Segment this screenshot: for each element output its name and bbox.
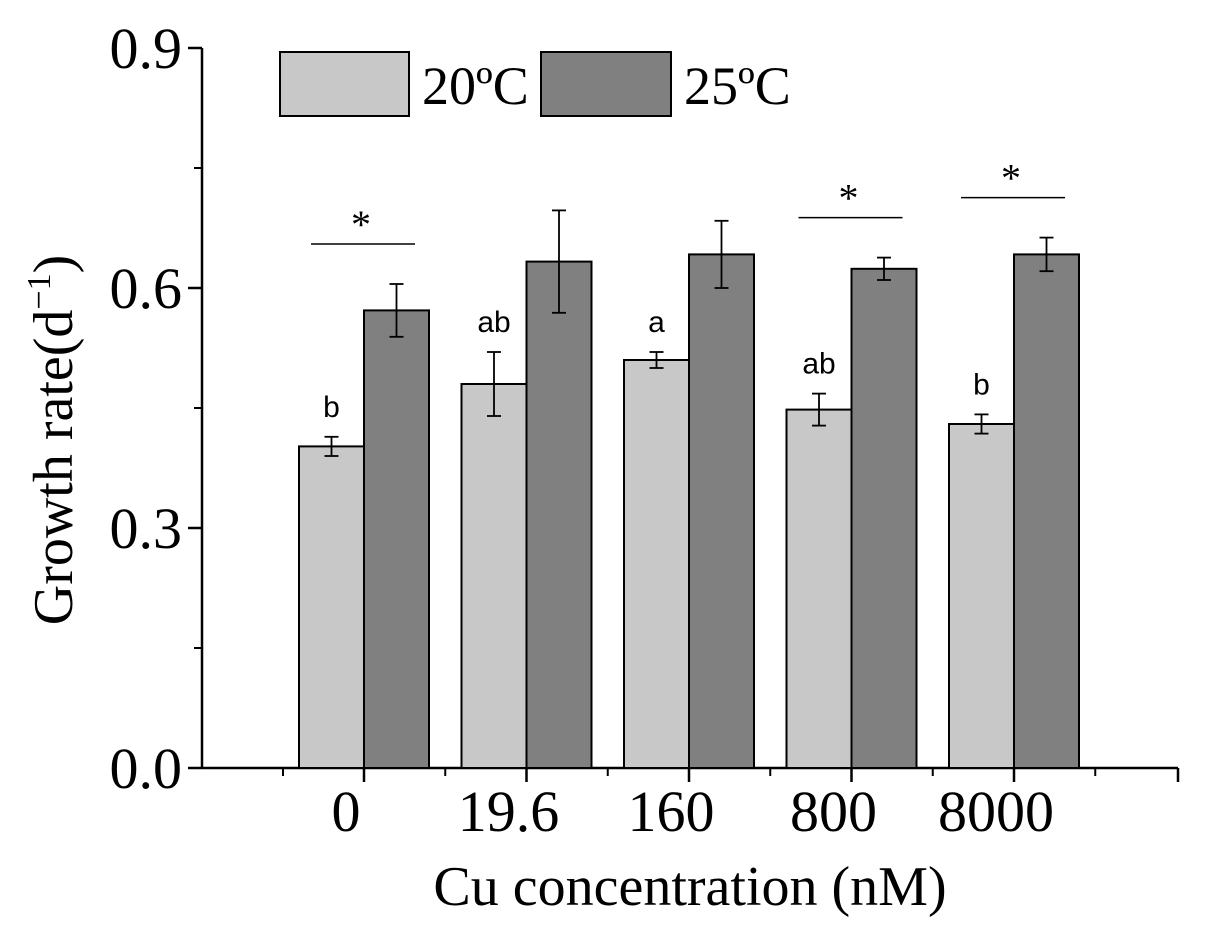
legend-label: 25ºC <box>684 56 791 116</box>
bar <box>785 408 853 769</box>
significance-star: * <box>839 176 859 221</box>
y-axis-title-close: ) <box>23 255 85 274</box>
axes: 0.0 0.3 0.6 0.9 0 19.6 160 800 8000 <box>110 16 1180 844</box>
bar <box>363 309 430 769</box>
significance-letter: b <box>323 391 340 424</box>
x-tick-label: 0 <box>332 779 361 844</box>
bars: b ab a ab b * * * <box>298 156 1080 769</box>
legend: 20ºC 25ºC <box>279 51 791 117</box>
x-axis-title: Cu concentration (nM) <box>433 856 946 918</box>
y-axis-title: Growth rate(d−1) <box>21 255 85 626</box>
bar <box>688 253 755 769</box>
legend-swatch <box>279 51 410 117</box>
significance-letter: a <box>648 306 665 339</box>
significance-letter: b <box>973 368 990 401</box>
bar <box>850 267 918 769</box>
x-tick-label: 8000 <box>938 779 1054 844</box>
significance-star: * <box>351 202 371 247</box>
significance-letter: ab <box>802 348 835 381</box>
significance-star: * <box>1001 156 1021 201</box>
y-axis-title-main: Growth rate(d <box>23 310 85 626</box>
bar <box>1013 253 1080 769</box>
significance-letter: ab <box>477 306 510 339</box>
bar <box>623 359 690 769</box>
bar <box>460 383 528 769</box>
x-tick-label: 800 <box>790 779 877 844</box>
x-tick-label: 160 <box>628 779 715 844</box>
y-axis-title-superscript: −1 <box>21 273 58 309</box>
y-tick-label: 0.3 <box>110 496 183 561</box>
legend-label: 20ºC <box>422 56 529 116</box>
legend-swatch <box>540 51 672 117</box>
y-tick-label: 0.9 <box>110 16 183 81</box>
bar <box>525 260 593 769</box>
y-tick-label: 0.0 <box>110 736 183 801</box>
bar <box>298 445 365 769</box>
y-tick-label: 0.6 <box>110 256 183 321</box>
bar <box>948 423 1015 769</box>
x-tick-label: 19.6 <box>458 779 560 844</box>
